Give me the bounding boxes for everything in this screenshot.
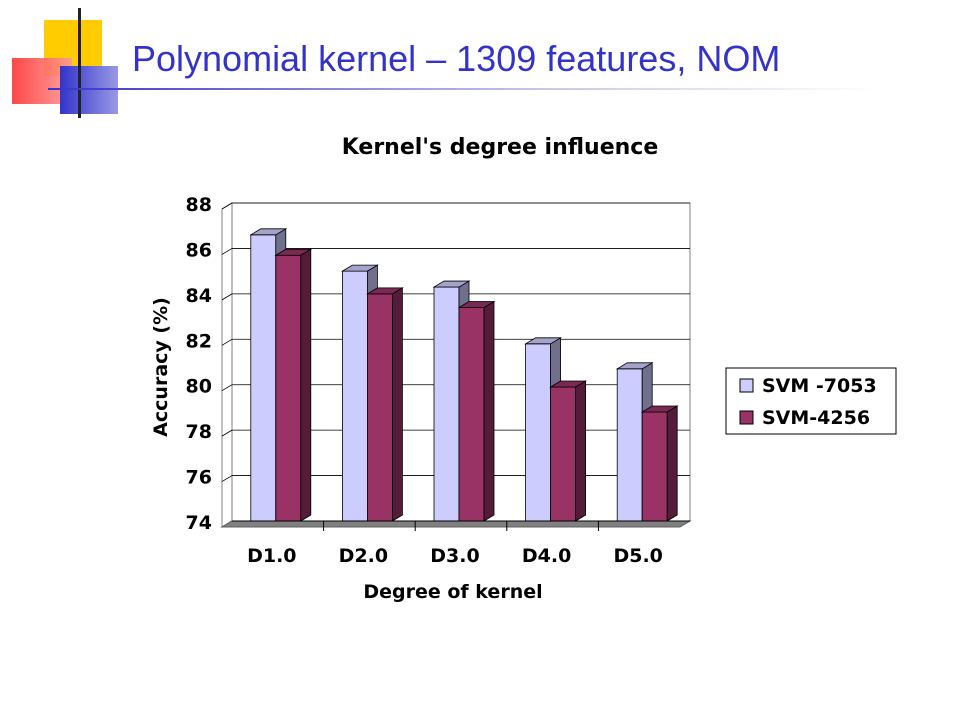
logo-blue-block [60, 66, 118, 114]
bar-2-D1.0 [275, 254, 302, 522]
gridline-side [221, 384, 233, 392]
bar-top [365, 287, 404, 295]
bar-1-D2.0 [341, 270, 368, 522]
x-axis-label: Degree of kernel [363, 581, 542, 603]
bar-side [391, 287, 403, 522]
y-tick-label: 76 [186, 467, 212, 489]
bar-1-D5.0 [616, 368, 643, 522]
gridline-side [221, 248, 233, 255]
bar-2-D5.0 [641, 411, 668, 522]
y-tick-label: 78 [186, 421, 212, 443]
y-axis-label: Accuracy (%) [150, 297, 172, 437]
logo-vertical-line [78, 8, 81, 118]
bar-top [249, 228, 288, 236]
title-divider [48, 88, 878, 90]
bar-side [300, 248, 312, 522]
chart-title: Kernel's degree influence [342, 135, 659, 160]
gridline-side [221, 429, 233, 437]
x-tick-label: D4.0 [522, 545, 571, 567]
legend-box [725, 367, 897, 435]
x-tick-label: D1.0 [247, 545, 296, 567]
legend-label: SVM -7053 [762, 375, 877, 397]
bar-top [340, 264, 379, 272]
gridline-side [221, 475, 233, 482]
bar-2-D4.0 [550, 386, 576, 522]
bar-top [549, 380, 588, 388]
y-tick-label: 74 [186, 512, 212, 534]
y-tick-label: 86 [186, 239, 212, 261]
bar-2-D2.0 [366, 293, 393, 522]
x-tick-label: D5.0 [613, 545, 662, 567]
bar-side [575, 380, 586, 522]
y-tick-label: 80 [186, 376, 212, 398]
bar-top [524, 337, 563, 345]
gridline-side [221, 293, 233, 301]
y-tick-label: 88 [186, 194, 212, 216]
chart-floor [220, 520, 692, 528]
bar-2-D3.0 [458, 307, 485, 522]
page-title: Polynomial kernel – 1309 features, NOM [132, 38, 781, 79]
bar-top [274, 248, 313, 256]
bar-side [483, 300, 495, 522]
y-tick-label: 84 [186, 285, 212, 307]
bar-top [432, 280, 471, 288]
gridline-side [221, 338, 233, 346]
bar-1-D4.0 [525, 343, 551, 522]
x-tick-label: D2.0 [339, 545, 388, 567]
y-tick-label: 82 [186, 330, 212, 352]
legend-label: SVM-4256 [762, 407, 870, 429]
gridline-side [221, 202, 233, 210]
legend-swatch [739, 410, 754, 425]
bar-1-D1.0 [250, 234, 277, 522]
bar-1-D3.0 [433, 286, 460, 522]
bar-side [666, 405, 678, 522]
bar-top [615, 362, 654, 370]
bar-top [457, 301, 496, 308]
legend: SVM -7053 SVM-4256 [725, 367, 897, 435]
x-tick-label: D3.0 [430, 545, 479, 567]
legend-swatch [739, 378, 754, 393]
bar-top [640, 405, 679, 413]
